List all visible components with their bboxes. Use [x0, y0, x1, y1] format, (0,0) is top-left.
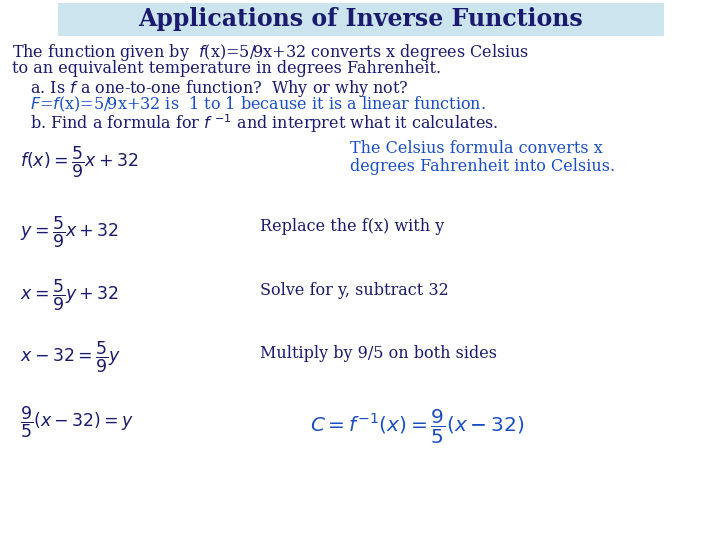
Text: b. Find a formula for $\it{f}$ $^{-1}$ and interpret what it calculates.: b. Find a formula for $\it{f}$ $^{-1}$ a…: [30, 112, 498, 134]
Text: $x-32=\dfrac{5}{9}y$: $x-32=\dfrac{5}{9}y$: [20, 340, 121, 375]
Text: $y=\dfrac{5}{9}x+32$: $y=\dfrac{5}{9}x+32$: [20, 215, 120, 251]
Text: $\it{F}$=$\it{f}$(x)=5/9x+32 is  1 to 1 because it is a linear function.: $\it{F}$=$\it{f}$(x)=5/9x+32 is 1 to 1 b…: [30, 95, 486, 114]
Text: Solve for y, subtract 32: Solve for y, subtract 32: [260, 282, 449, 299]
Text: The Celsius formula converts x: The Celsius formula converts x: [350, 140, 603, 157]
Text: Multiply by 9/5 on both sides: Multiply by 9/5 on both sides: [260, 345, 497, 362]
Text: $x=\dfrac{5}{9}y+32$: $x=\dfrac{5}{9}y+32$: [20, 278, 120, 313]
Text: to an equivalent temperature in degrees Fahrenheit.: to an equivalent temperature in degrees …: [12, 60, 441, 77]
Text: $\dfrac{9}{5}(x-32)=y$: $\dfrac{9}{5}(x-32)=y$: [20, 405, 135, 441]
Text: Replace the f(x) with y: Replace the f(x) with y: [260, 218, 444, 235]
Text: degrees Fahrenheit into Celsius.: degrees Fahrenheit into Celsius.: [350, 158, 615, 175]
Text: The function given by  $\it{f}$(x)=5/9x+32 converts x degrees Celsius: The function given by $\it{f}$(x)=5/9x+3…: [12, 42, 529, 63]
Text: a. Is $\it{f}$ a one-to-one function?  Why or why not?: a. Is $\it{f}$ a one-to-one function? Wh…: [30, 78, 409, 99]
Bar: [58, 3, 664, 36]
Text: $C=f^{-1}(x)=\dfrac{9}{5}(x-32)$: $C=f^{-1}(x)=\dfrac{9}{5}(x-32)$: [310, 408, 524, 446]
Text: $f(x)=\dfrac{5}{9}x+32$: $f(x)=\dfrac{5}{9}x+32$: [20, 145, 138, 180]
Text: Applications of Inverse Functions: Applications of Inverse Functions: [138, 7, 582, 31]
